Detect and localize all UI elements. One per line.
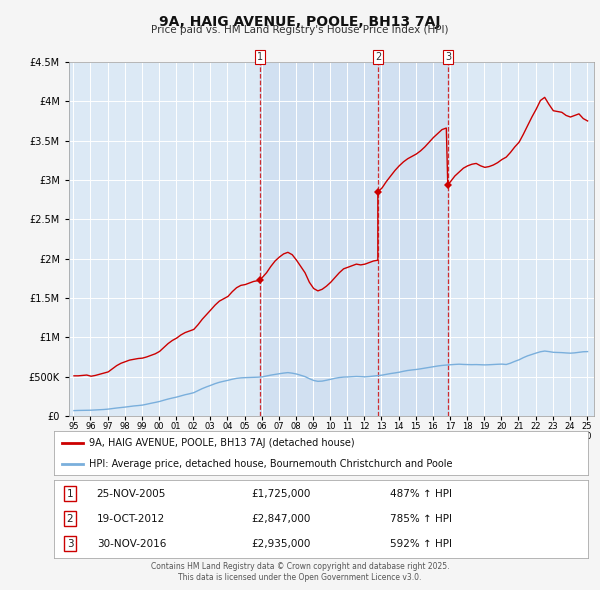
Text: 3: 3 [67,539,73,549]
Text: 2: 2 [67,514,73,523]
Text: £2,847,000: £2,847,000 [251,514,311,523]
Text: £2,935,000: £2,935,000 [251,539,311,549]
Text: 3: 3 [445,52,452,62]
Text: 25-NOV-2005: 25-NOV-2005 [97,489,166,499]
Text: £1,725,000: £1,725,000 [251,489,311,499]
Text: 19-OCT-2012: 19-OCT-2012 [97,514,165,523]
Text: 1: 1 [257,52,263,62]
Text: 1: 1 [67,489,73,499]
Text: 785% ↑ HPI: 785% ↑ HPI [391,514,452,523]
Text: Price paid vs. HM Land Registry's House Price Index (HPI): Price paid vs. HM Land Registry's House … [151,25,449,35]
Text: Contains HM Land Registry data © Crown copyright and database right 2025.
This d: Contains HM Land Registry data © Crown c… [151,562,449,582]
Text: 592% ↑ HPI: 592% ↑ HPI [391,539,452,549]
Text: 9A, HAIG AVENUE, POOLE, BH13 7AJ (detached house): 9A, HAIG AVENUE, POOLE, BH13 7AJ (detach… [89,438,355,448]
Text: 487% ↑ HPI: 487% ↑ HPI [391,489,452,499]
Text: 2: 2 [375,52,381,62]
Bar [260,62,448,416]
Text: HPI: Average price, detached house, Bournemouth Christchurch and Poole: HPI: Average price, detached house, Bour… [89,459,452,469]
Text: 30-NOV-2016: 30-NOV-2016 [97,539,166,549]
Text: 9A, HAIG AVENUE, POOLE, BH13 7AJ: 9A, HAIG AVENUE, POOLE, BH13 7AJ [159,15,441,29]
